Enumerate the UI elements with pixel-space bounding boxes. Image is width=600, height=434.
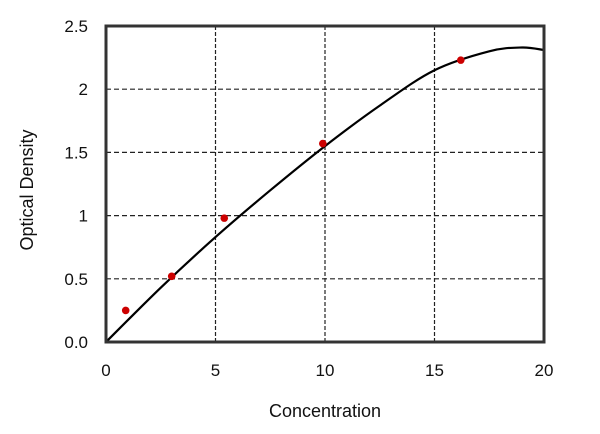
grid [106, 26, 544, 342]
fit-curve [105, 46, 545, 343]
y-tick-label: 0.5 [64, 270, 88, 289]
y-axis-label: Optical Density [17, 129, 37, 250]
y-tick-label: 1 [79, 207, 88, 226]
plot-frame [104, 24, 546, 344]
x-tick-label: 5 [211, 361, 220, 380]
x-axis-label: Concentration [269, 401, 381, 421]
x-tick-label: 20 [535, 361, 554, 380]
y-tick-label: 1.5 [64, 143, 88, 162]
x-tick-label: 10 [316, 361, 335, 380]
y-tick-labels: 0.0 0.5 1 1.5 2 2.5 [64, 17, 88, 352]
data-point [220, 214, 229, 222]
fit-curve-layer [105, 46, 545, 343]
data-points [121, 56, 465, 315]
data-point [167, 272, 176, 281]
x-tick-label: 0 [101, 361, 110, 380]
x-tick-labels: 0 5 10 15 20 [101, 361, 553, 380]
x-tick-label: 15 [425, 361, 444, 380]
data-point [319, 139, 327, 148]
data-point [456, 56, 465, 64]
data-point [121, 306, 130, 315]
y-tick-label: 2.5 [64, 17, 88, 36]
y-tick-label: 2 [79, 80, 88, 99]
y-tick-label: 0.0 [64, 333, 88, 352]
